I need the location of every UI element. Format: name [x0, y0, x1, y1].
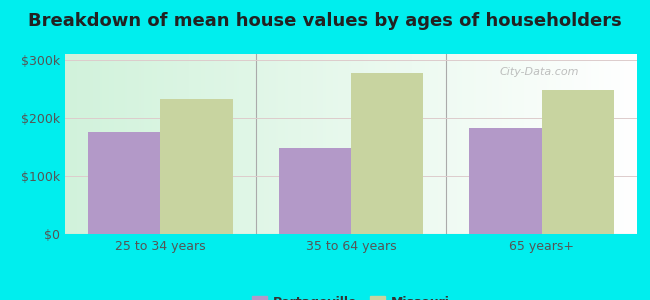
Bar — [469, 128, 541, 234]
Text: Breakdown of mean house values by ages of householders: Breakdown of mean house values by ages o… — [28, 12, 622, 30]
Legend: Portageville, Missouri: Portageville, Missouri — [247, 291, 455, 300]
Text: City-Data.com: City-Data.com — [500, 67, 579, 76]
Bar — [161, 99, 233, 234]
Bar — [279, 148, 351, 234]
Bar — [351, 73, 423, 234]
Bar — [541, 90, 614, 234]
Bar — [88, 132, 161, 234]
